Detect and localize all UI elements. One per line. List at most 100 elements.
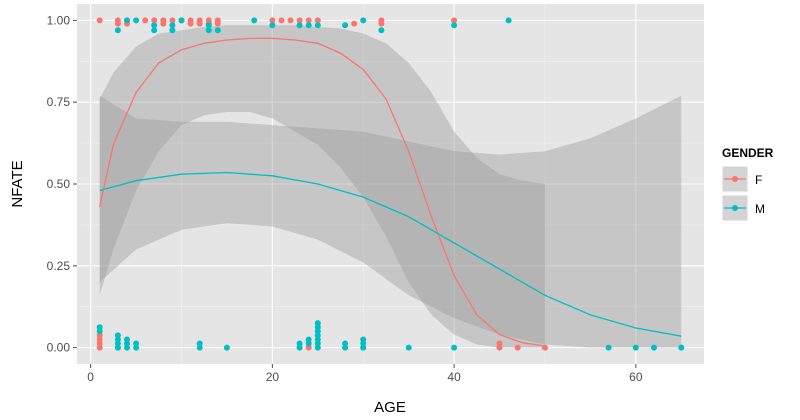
- data-point-f: [514, 344, 521, 351]
- data-point-m: [96, 328, 103, 335]
- data-point-m: [360, 17, 367, 24]
- data-point-m: [605, 344, 612, 351]
- data-point-f: [451, 17, 458, 24]
- data-point-f: [314, 17, 321, 24]
- data-point-m: [342, 340, 349, 347]
- y-axis-title: NFATE: [9, 160, 26, 207]
- legend: GENDER F M: [721, 146, 774, 222]
- legend-label-m: M: [755, 202, 765, 216]
- data-point-m: [151, 27, 158, 34]
- data-point-m: [133, 340, 140, 347]
- data-point-m: [651, 344, 657, 351]
- data-point-m: [169, 27, 176, 34]
- confidence-ribbons: [99, 25, 682, 348]
- data-point-m: [378, 27, 385, 34]
- x-tick-label: 60: [629, 370, 643, 384]
- fit-line-f: [99, 37, 546, 347]
- data-point-m: [305, 22, 312, 29]
- x-axis-title: AGE: [374, 399, 406, 416]
- data-point-m: [223, 344, 230, 351]
- data-point-m: [296, 344, 303, 351]
- data-point-m: [96, 324, 103, 331]
- data-point-m: [314, 320, 321, 327]
- data-point-m: [124, 336, 130, 343]
- data-point-m: [314, 22, 321, 29]
- data-point-m: [205, 27, 212, 34]
- data-point-m: [505, 17, 512, 24]
- y-tick-label: 0.75: [47, 95, 71, 109]
- data-point-m: [405, 344, 412, 351]
- data-point-f: [496, 344, 503, 351]
- data-point-m: [314, 332, 321, 339]
- data-point-f: [269, 17, 276, 24]
- data-point-f: [351, 20, 358, 27]
- legend-point-f: [732, 176, 738, 182]
- data-point-m: [360, 336, 367, 343]
- x-tick-label: 20: [266, 370, 280, 384]
- data-point-f: [114, 20, 121, 27]
- data-point-m: [114, 27, 121, 34]
- data-point-f: [142, 17, 149, 24]
- fit-line-m: [99, 171, 682, 337]
- data-point-m: [124, 17, 130, 24]
- data-point-f: [305, 344, 312, 351]
- data-point-m: [314, 324, 321, 331]
- x-tick-label: 0: [87, 370, 94, 384]
- y-tick-label: 0.50: [47, 177, 71, 191]
- confidence-ribbon-f: [99, 25, 545, 348]
- data-point-m: [124, 344, 130, 351]
- data-point-m: [205, 22, 212, 29]
- data-point-f: [151, 17, 158, 24]
- data-point-m: [632, 344, 639, 351]
- data-point-f: [196, 20, 203, 27]
- data-point-m: [296, 22, 303, 29]
- legend-label-f: F: [755, 173, 762, 187]
- data-point-m: [114, 344, 121, 351]
- legend-point-m: [732, 205, 738, 211]
- data-point-m: [678, 344, 685, 351]
- data-point-f: [278, 17, 285, 24]
- data-point-f: [378, 20, 385, 27]
- data-point-f: [214, 20, 221, 27]
- data-point-m: [314, 344, 321, 351]
- axis-ticks: [73, 19, 637, 368]
- data-point-f: [96, 17, 103, 24]
- data-point-m: [214, 27, 221, 34]
- data-point-f: [296, 17, 303, 24]
- data-point-m: [114, 336, 121, 343]
- data-point-f: [160, 20, 167, 27]
- data-points: [96, 17, 685, 351]
- data-point-m: [314, 336, 321, 343]
- data-point-m: [169, 22, 176, 29]
- y-tick-label: 1.00: [47, 13, 71, 27]
- data-point-m: [269, 22, 276, 29]
- data-point-f: [96, 332, 103, 339]
- confidence-ribbon-m: [99, 95, 682, 348]
- data-point-f: [169, 17, 176, 24]
- data-point-m: [314, 328, 321, 335]
- data-point-m: [196, 340, 203, 347]
- data-point-m: [451, 22, 458, 29]
- data-point-m: [251, 17, 258, 24]
- data-point-m: [114, 332, 121, 339]
- data-point-f: [287, 17, 294, 24]
- data-point-m: [151, 22, 158, 29]
- data-point-m: [342, 344, 349, 351]
- data-point-f: [187, 20, 194, 27]
- y-tick-label: 0.25: [47, 259, 71, 273]
- data-point-m: [178, 17, 185, 24]
- data-point-m: [296, 340, 303, 347]
- y-tick-label: 0.00: [47, 341, 71, 355]
- data-point-m: [451, 344, 458, 351]
- data-point-m: [133, 344, 140, 351]
- data-point-f: [496, 340, 503, 347]
- data-point-m: [342, 22, 349, 29]
- data-point-m: [305, 336, 312, 343]
- legend-title: GENDER: [722, 146, 774, 160]
- fit-lines: [99, 37, 682, 347]
- data-point-f: [96, 336, 103, 343]
- data-point-m: [196, 344, 203, 351]
- data-point-m: [133, 17, 140, 24]
- data-point-m: [360, 344, 367, 351]
